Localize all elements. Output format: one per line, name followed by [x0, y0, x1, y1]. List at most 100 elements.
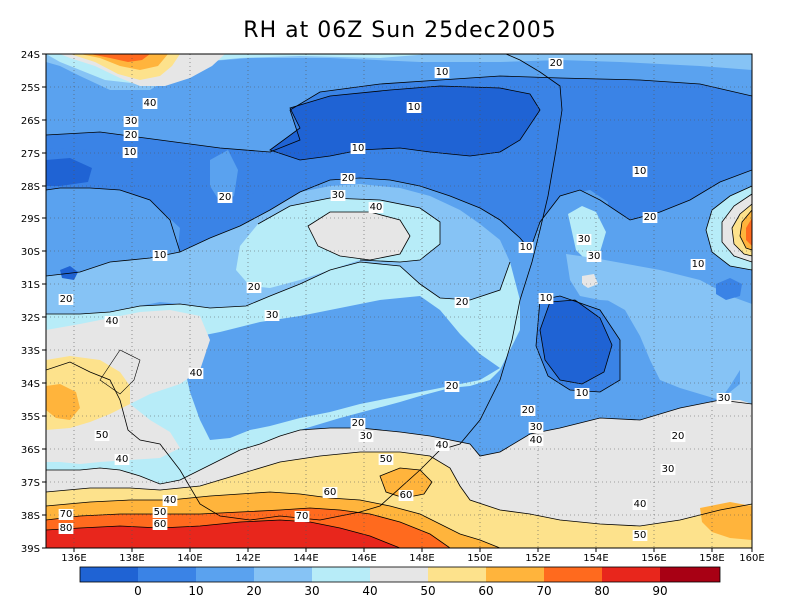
contour-label: 70: [296, 511, 309, 522]
colorbar-label: 30: [304, 584, 319, 598]
contour-label: 30: [125, 116, 138, 127]
lat-label: 36S: [21, 445, 40, 456]
lat-label: 29S: [21, 214, 40, 225]
contour-label: 20: [522, 405, 535, 416]
contour-label-bg: [358, 431, 374, 442]
lon-label: 136E: [61, 553, 86, 564]
lon-label: 148E: [409, 553, 434, 564]
colorbar-label: 10: [188, 584, 203, 598]
contour-label-bg: [518, 242, 534, 253]
contour-label: 10: [436, 67, 449, 78]
contour-label-bg: [444, 381, 460, 392]
contour-label: 40: [144, 98, 157, 109]
contour-label: 20: [456, 297, 469, 308]
colorbar-swatch: [602, 567, 660, 582]
lat-label: 25S: [21, 83, 40, 94]
colorbar-label: 70: [536, 584, 551, 598]
colorbar-swatch: [80, 567, 138, 582]
lon-label: 154E: [583, 553, 608, 564]
lat-label: 35S: [21, 412, 40, 423]
lat-label: 31S: [21, 280, 40, 291]
contour-label: 10: [124, 147, 137, 158]
contour-label: 40: [530, 435, 543, 446]
contour-label-bg: [350, 143, 366, 154]
contour-label-bg: [58, 509, 74, 520]
contour-label-bg: [576, 234, 592, 245]
colorbar-label: 20: [246, 584, 261, 598]
colorbar-swatch: [486, 567, 544, 582]
lat-label: 32S: [21, 313, 40, 324]
contour-label: 40: [116, 454, 129, 465]
contour-label-bg: [642, 212, 658, 223]
contour-label: 30: [578, 234, 591, 245]
lon-label: 152E: [525, 553, 550, 564]
contour-label-bg: [632, 499, 648, 510]
contour-label: 60: [400, 490, 413, 501]
contour-label-bg: [162, 495, 178, 506]
contour-label-bg: [122, 147, 138, 158]
contour-label: 50: [154, 507, 167, 518]
state-border: [99, 349, 141, 395]
contour-label-bg: [454, 297, 470, 308]
contour-label: 50: [380, 454, 393, 465]
contour-label: 20: [342, 173, 355, 184]
contour-label: 20: [60, 294, 73, 305]
contour-label: 50: [96, 430, 109, 441]
contour-label: 10: [692, 259, 705, 270]
colorbar-labels: 0 10 20 30 40 50 60 70 80 90: [134, 584, 667, 598]
lat-label: 34S: [21, 379, 40, 390]
contour-label-bg: [340, 173, 356, 184]
contour-label: 10: [352, 143, 365, 154]
contour-label: 80: [60, 523, 73, 534]
contour-label-bg: [123, 116, 139, 127]
contour-label-bg: [406, 102, 422, 113]
contour-label: 10: [540, 293, 553, 304]
contour-label: 40: [106, 316, 119, 327]
contour-label-bg: [398, 490, 414, 501]
map-title: RH at 06Z Sun 25dec2005: [243, 18, 557, 43]
colorbar: [79, 566, 721, 583]
contour-label: 20: [248, 282, 261, 293]
contour-label: 40: [190, 368, 203, 379]
contour-label-bg: [574, 388, 590, 399]
colorbar-swatch: [254, 567, 312, 582]
lon-label: 140E: [177, 553, 202, 564]
contour-label: 30: [588, 251, 601, 262]
contour-label-bg: [434, 440, 450, 451]
lon-label: 158E: [699, 553, 724, 564]
lat-label: 26S: [21, 116, 40, 127]
contour-label: 30: [360, 431, 373, 442]
contour-label-bg: [350, 418, 366, 429]
contour-label: 30: [332, 190, 345, 201]
contour-label-bg: [58, 523, 74, 534]
colorbar-label: 50: [420, 584, 435, 598]
contour-label-bg: [368, 202, 384, 213]
lon-label: 160E: [739, 553, 764, 564]
colorbar-label: 90: [652, 584, 667, 598]
contour-label: 30: [718, 393, 731, 404]
contour-label-bg: [548, 58, 564, 69]
colorbar-label: 0: [134, 584, 142, 598]
contour-label: 30: [530, 422, 543, 433]
colorbar-swatch: [196, 567, 254, 582]
contour-label-bg: [104, 316, 120, 327]
contour-label-bg: [528, 435, 544, 446]
axis-ticks: [42, 53, 753, 552]
contour-label: 10: [520, 242, 533, 253]
contour-label: 60: [154, 519, 167, 530]
lon-label: 146E: [351, 553, 376, 564]
contour-label: 40: [436, 440, 449, 451]
contour-label: 10: [576, 388, 589, 399]
contour-label-bg: [152, 507, 168, 518]
contour-label-bg: [660, 464, 676, 475]
contour-label-bg: [217, 192, 233, 203]
contour-label: 40: [634, 499, 647, 510]
contour-label: 20: [446, 381, 459, 392]
contour-label: 10: [408, 102, 421, 113]
lat-labels: 24S 25S 26S 27S 28S 29S 30S 31S 32S 33S …: [21, 50, 40, 555]
contour-label-bg: [528, 422, 544, 433]
lon-label: 144E: [293, 553, 318, 564]
contour-label: 10: [154, 250, 167, 261]
contour-label-bg: [264, 310, 280, 321]
